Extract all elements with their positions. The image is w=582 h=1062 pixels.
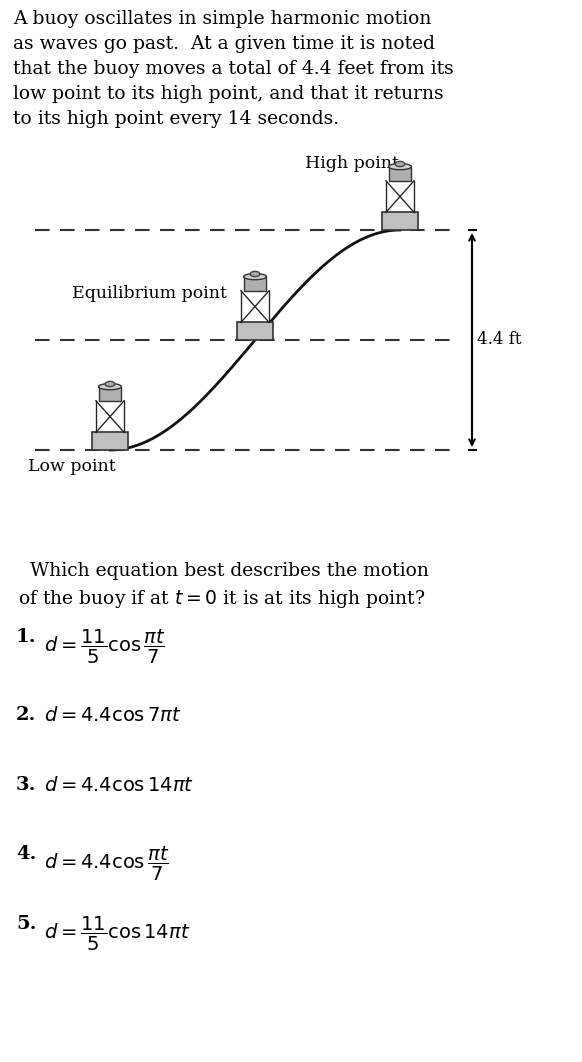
Text: High point: High point [305,155,399,172]
Ellipse shape [395,161,405,167]
Text: $d = 4.4 \cos 14\pi t$: $d = 4.4 \cos 14\pi t$ [44,776,194,795]
Bar [243,276,267,291]
Text: $d = \dfrac{11}{5} \cos \dfrac{\pi t}{7}$: $d = \dfrac{11}{5} \cos \dfrac{\pi t}{7}… [44,628,165,666]
Ellipse shape [105,381,115,387]
Ellipse shape [243,274,267,279]
Text: 4.4 ft: 4.4 ft [477,331,521,348]
Text: low point to its high point, and that it returns: low point to its high point, and that it… [13,85,443,103]
Text: $d = 4.4 \cos 7\pi t$: $d = 4.4 \cos 7\pi t$ [44,706,182,725]
Ellipse shape [389,164,411,170]
Text: of the buoy if at $t = 0$ it is at its high point?: of the buoy if at $t = 0$ it is at its h… [18,588,425,610]
Text: to its high point every 14 seconds.: to its high point every 14 seconds. [13,110,339,129]
Bar [98,387,122,400]
Text: Which equation best describes the motion: Which equation best describes the motion [30,562,429,580]
Ellipse shape [250,272,260,276]
Ellipse shape [98,383,122,390]
Text: 1.: 1. [16,628,37,646]
Text: that the buoy moves a total of 4.4 feet from its: that the buoy moves a total of 4.4 feet … [13,59,454,78]
Bar [93,432,127,450]
Text: Low point: Low point [28,458,116,475]
Text: Equilibrium point: Equilibrium point [72,285,227,302]
Text: A buoy oscillates in simple harmonic motion: A buoy oscillates in simple harmonic mot… [13,10,431,28]
Bar [389,167,411,181]
Text: as waves go past.  At a given time it is noted: as waves go past. At a given time it is … [13,35,435,53]
Text: 2.: 2. [16,706,36,724]
Text: 3.: 3. [16,776,37,794]
Bar [237,323,272,340]
Text: 4.: 4. [16,845,36,863]
Text: 5.: 5. [16,915,37,933]
Bar [382,212,418,230]
Text: $d = \dfrac{11}{5} \cos 14\pi t$: $d = \dfrac{11}{5} \cos 14\pi t$ [44,915,190,953]
Text: $d = 4.4 \cos \dfrac{\pi t}{7}$: $d = 4.4 \cos \dfrac{\pi t}{7}$ [44,845,169,884]
